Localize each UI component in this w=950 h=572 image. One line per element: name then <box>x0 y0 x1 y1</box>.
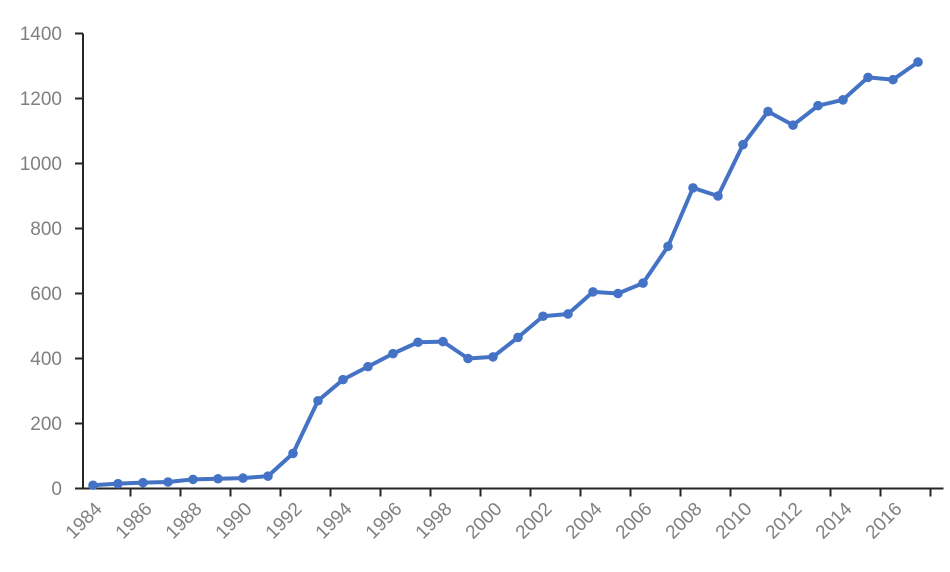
data-point-2004 <box>588 287 598 297</box>
y-tick-label-600: 600 <box>30 284 62 305</box>
data-point-2011 <box>763 106 773 117</box>
data-point-2000 <box>488 352 498 362</box>
data-point-1984 <box>88 480 98 491</box>
y-tick-label-800: 800 <box>30 219 62 240</box>
data-point-2001 <box>513 332 523 343</box>
data-point-1994 <box>338 374 348 385</box>
data-point-2003 <box>563 309 573 319</box>
y-tick-label-1000: 1000 <box>20 154 62 175</box>
data-point-1987 <box>163 477 173 487</box>
data-point-2013 <box>813 100 823 111</box>
data-point-1989 <box>213 473 223 484</box>
data-point-1996 <box>388 348 398 359</box>
data-point-1990 <box>238 473 248 483</box>
data-point-2007 <box>663 241 673 252</box>
data-point-2015 <box>863 72 873 83</box>
data-point-1985 <box>113 478 123 489</box>
y-tick-label-400: 400 <box>30 349 62 370</box>
data-point-1993 <box>313 395 323 406</box>
data-point-2005 <box>613 288 623 299</box>
line-series-annual-count <box>91 60 920 488</box>
data-point-1995 <box>363 361 373 372</box>
data-point-1988 <box>188 474 198 485</box>
data-point-1998 <box>438 336 448 347</box>
data-point-2002 <box>538 311 548 322</box>
data-point-1991 <box>263 471 273 481</box>
y-tick-label-1400: 1400 <box>20 24 62 45</box>
data-point-2014 <box>838 95 848 105</box>
data-point-2009 <box>713 191 723 201</box>
data-point-2006 <box>638 278 648 288</box>
data-point-2008 <box>688 183 698 193</box>
data-point-1999 <box>463 353 473 364</box>
y-tick-label-0: 0 <box>51 479 62 500</box>
y-tick-label-1200: 1200 <box>20 89 62 110</box>
data-point-2017 <box>913 57 923 67</box>
data-point-2012 <box>788 120 798 130</box>
data-point-2010 <box>738 139 748 150</box>
data-point-1997 <box>413 337 423 348</box>
y-tick-label-200: 200 <box>30 414 62 435</box>
data-point-2016 <box>888 74 898 85</box>
data-point-1986 <box>138 477 148 488</box>
data-point-1992 <box>288 448 298 459</box>
